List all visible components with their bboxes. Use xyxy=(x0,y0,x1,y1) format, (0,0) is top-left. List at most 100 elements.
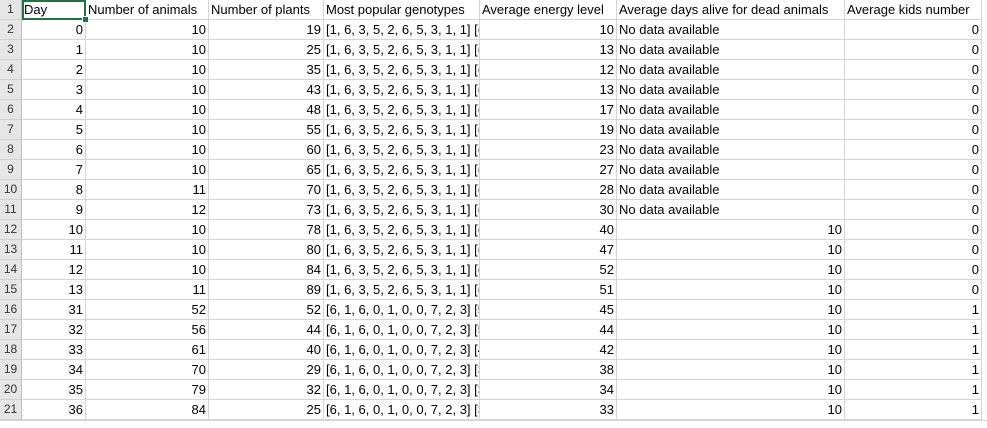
cell-animals[interactable]: 10 xyxy=(86,40,209,60)
cell-days-alive[interactable]: 10 xyxy=(617,340,845,360)
cell-genotypes[interactable]: [1, 6, 3, 5, 2, 6, 5, 3, 1, 1] [( xyxy=(324,100,480,120)
row-header[interactable]: 16 xyxy=(0,300,22,320)
cell-energy[interactable]: 23 xyxy=(480,140,617,160)
cell-genotypes[interactable]: [1, 6, 3, 5, 2, 6, 5, 3, 1, 1] [( xyxy=(324,80,480,100)
cell-genotypes[interactable]: [6, 1, 6, 0, 1, 0, 0, 7, 2, 3] [5 xyxy=(324,320,480,340)
cell-energy[interactable]: 33 xyxy=(480,400,617,420)
row-header[interactable]: 5 xyxy=(0,80,22,100)
cell-plants[interactable]: 60 xyxy=(209,140,324,160)
cell-days-alive[interactable]: No data available xyxy=(617,160,845,180)
row-header[interactable]: 4 xyxy=(0,60,22,80)
cell-plants[interactable]: 43 xyxy=(209,80,324,100)
cell-animals[interactable]: 10 xyxy=(86,260,209,280)
cell-animals[interactable]: 10 xyxy=(86,220,209,240)
cell-plants[interactable]: 29 xyxy=(209,360,324,380)
cell-genotypes[interactable]: [6, 1, 6, 0, 1, 0, 0, 7, 2, 3] [3 xyxy=(324,360,480,380)
cell-genotypes[interactable]: [1, 6, 3, 5, 2, 6, 5, 3, 1, 1] [( xyxy=(324,60,480,80)
cell-days-alive[interactable]: No data available xyxy=(617,80,845,100)
cell-genotypes[interactable]: [1, 6, 3, 5, 2, 6, 5, 3, 1, 1] [( xyxy=(324,40,480,60)
cell-day[interactable]: 4 xyxy=(22,100,86,120)
cell-kids[interactable]: 0 xyxy=(845,40,982,60)
cell-plants[interactable]: 73 xyxy=(209,200,324,220)
cell-plants[interactable]: 89 xyxy=(209,280,324,300)
cell-kids[interactable]: 1 xyxy=(845,380,982,400)
row-header[interactable]: 6 xyxy=(0,100,22,120)
row-header[interactable]: 17 xyxy=(0,320,22,340)
cell-energy[interactable]: 13 xyxy=(480,40,617,60)
cell-genotypes[interactable]: [1, 6, 3, 5, 2, 6, 5, 3, 1, 1] [( xyxy=(324,200,480,220)
header-cell-kids[interactable]: Average kids number xyxy=(845,0,982,20)
row-header[interactable]: 8 xyxy=(0,140,22,160)
cell-kids[interactable]: 1 xyxy=(845,300,982,320)
cell-day[interactable]: 33 xyxy=(22,340,86,360)
header-cell-animals[interactable]: Number of animals xyxy=(86,0,209,20)
cell-days-alive[interactable]: 10 xyxy=(617,380,845,400)
cell-plants[interactable]: 35 xyxy=(209,60,324,80)
cell-genotypes[interactable]: [1, 6, 3, 5, 2, 6, 5, 3, 1, 1] [( xyxy=(324,20,480,40)
cell-kids[interactable]: 0 xyxy=(845,140,982,160)
cell-genotypes[interactable]: [1, 6, 3, 5, 2, 6, 5, 3, 1, 1] [( xyxy=(324,120,480,140)
row-header[interactable]: 12 xyxy=(0,220,22,240)
row-header[interactable]: 11 xyxy=(0,200,22,220)
row-header[interactable]: 3 xyxy=(0,40,22,60)
row-header[interactable]: 18 xyxy=(0,340,22,360)
cell-kids[interactable]: 0 xyxy=(845,160,982,180)
cell-plants[interactable]: 32 xyxy=(209,380,324,400)
row-header[interactable]: 13 xyxy=(0,240,22,260)
cell-genotypes[interactable]: [1, 6, 3, 5, 2, 6, 5, 3, 1, 1] [( xyxy=(324,180,480,200)
cell-energy[interactable]: 12 xyxy=(480,60,617,80)
cell-plants[interactable]: 25 xyxy=(209,400,324,420)
cell-day[interactable]: 2 xyxy=(22,60,86,80)
cell-plants[interactable]: 84 xyxy=(209,260,324,280)
cell-animals[interactable]: 11 xyxy=(86,180,209,200)
cell-kids[interactable]: 0 xyxy=(845,260,982,280)
cell-days-alive[interactable]: No data available xyxy=(617,200,845,220)
cell-genotypes[interactable]: [6, 1, 6, 0, 1, 0, 0, 7, 2, 3] [4 xyxy=(324,340,480,360)
cell-plants[interactable]: 25 xyxy=(209,40,324,60)
cell-energy[interactable]: 44 xyxy=(480,320,617,340)
cell-day[interactable]: 31 xyxy=(22,300,86,320)
cell-day[interactable]: 5 xyxy=(22,120,86,140)
cell-days-alive[interactable]: 10 xyxy=(617,360,845,380)
cell-genotypes[interactable]: [6, 1, 6, 0, 1, 0, 0, 7, 2, 3] [3 xyxy=(324,400,480,420)
cell-plants[interactable]: 19 xyxy=(209,20,324,40)
cell-kids[interactable]: 0 xyxy=(845,100,982,120)
cell-days-alive[interactable]: No data available xyxy=(617,180,845,200)
cell-kids[interactable]: 0 xyxy=(845,280,982,300)
cell-days-alive[interactable]: 10 xyxy=(617,320,845,340)
cell-day[interactable]: 12 xyxy=(22,260,86,280)
row-header[interactable]: 14 xyxy=(0,260,22,280)
cell-energy[interactable]: 47 xyxy=(480,240,617,260)
cell-energy[interactable]: 40 xyxy=(480,220,617,240)
cell-days-alive[interactable]: 10 xyxy=(617,260,845,280)
cell-days-alive[interactable]: No data available xyxy=(617,140,845,160)
cell-day[interactable]: 32 xyxy=(22,320,86,340)
cell-energy[interactable]: 52 xyxy=(480,260,617,280)
cell-animals[interactable]: 12 xyxy=(86,200,209,220)
cell-day[interactable]: 34 xyxy=(22,360,86,380)
cell-kids[interactable]: 1 xyxy=(845,320,982,340)
cell-plants[interactable]: 48 xyxy=(209,100,324,120)
fill-handle[interactable] xyxy=(82,16,89,23)
cell-animals[interactable]: 61 xyxy=(86,340,209,360)
cell-genotypes[interactable]: [6, 1, 6, 0, 1, 0, 0, 7, 2, 3] [3 xyxy=(324,380,480,400)
header-cell-day[interactable]: Day xyxy=(22,0,86,20)
cell-energy[interactable]: 42 xyxy=(480,340,617,360)
header-cell-genotypes[interactable]: Most popular genotypes xyxy=(324,0,480,20)
cell-day[interactable]: 7 xyxy=(22,160,86,180)
cell-animals[interactable]: 10 xyxy=(86,60,209,80)
cell-kids[interactable]: 1 xyxy=(845,400,982,420)
row-header[interactable]: 2 xyxy=(0,20,22,40)
cell-kids[interactable]: 1 xyxy=(845,360,982,380)
cell-kids[interactable]: 0 xyxy=(845,60,982,80)
cell-energy[interactable]: 27 xyxy=(480,160,617,180)
cell-day[interactable]: 35 xyxy=(22,380,86,400)
cell-days-alive[interactable]: 10 xyxy=(617,400,845,420)
cell-energy[interactable]: 34 xyxy=(480,380,617,400)
header-cell-days-alive[interactable]: Average days alive for dead animals xyxy=(617,0,845,20)
row-header[interactable]: 9 xyxy=(0,160,22,180)
cell-days-alive[interactable]: 10 xyxy=(617,280,845,300)
cell-kids[interactable]: 0 xyxy=(845,240,982,260)
cell-plants[interactable]: 65 xyxy=(209,160,324,180)
cell-animals[interactable]: 10 xyxy=(86,140,209,160)
